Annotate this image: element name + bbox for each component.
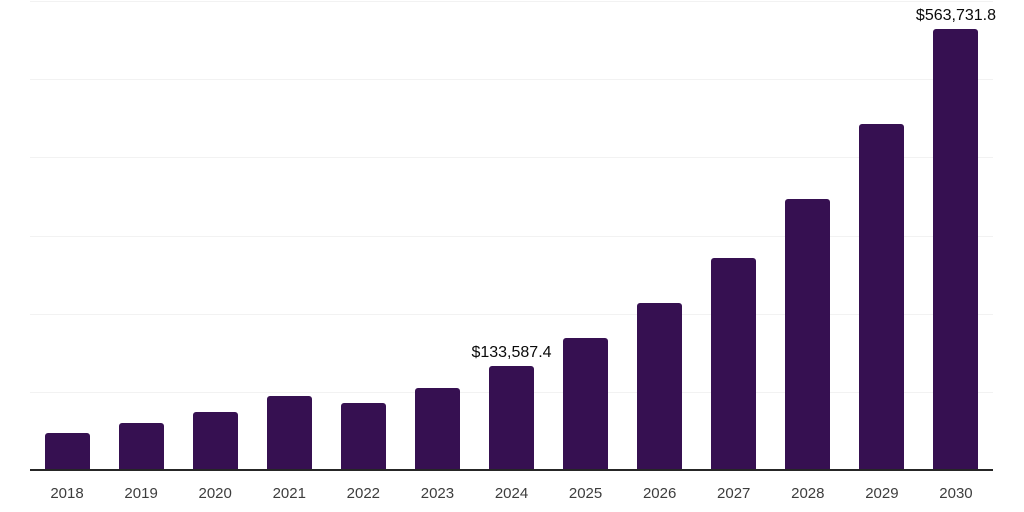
bar-2024 <box>489 365 534 470</box>
gridline-400000 <box>30 157 993 159</box>
x-tick-label-2023: 2023 <box>420 485 455 502</box>
bar-2023 <box>414 387 460 470</box>
bar-2026 <box>637 302 683 470</box>
bar-2029 <box>859 123 905 470</box>
x-tick-label-2030: 2030 <box>939 485 973 502</box>
x-tick-label-2028: 2028 <box>791 485 825 502</box>
bar-value-label-2024: $133,587.4 <box>471 343 552 361</box>
x-tick-label-2018: 2018 <box>50 485 84 502</box>
bar-2019 <box>118 423 164 470</box>
bar-2030 <box>933 29 979 470</box>
bar-value-label-2030: $563,731.8 <box>915 7 996 25</box>
bar-2022 <box>340 403 386 470</box>
x-tick-label-2027: 2027 <box>717 485 751 502</box>
x-tick-label-2022: 2022 <box>346 485 381 502</box>
x-tick-label-2026: 2026 <box>642 485 677 502</box>
x-tick-label-2020: 2020 <box>198 485 232 502</box>
x-tick-label-2025: 2025 <box>568 485 603 502</box>
x-tick-label-2019: 2019 <box>124 485 158 502</box>
x-tick-label-2024: 2024 <box>494 485 529 502</box>
gridline-200000 <box>30 313 993 315</box>
gridline-500000 <box>30 79 993 81</box>
bar-2028 <box>785 198 831 470</box>
bar-2020 <box>192 412 238 470</box>
bar-2021 <box>266 395 312 470</box>
x-tick-label-2021: 2021 <box>272 485 306 502</box>
bar-2025 <box>563 337 609 470</box>
gridline-300000 <box>30 235 993 237</box>
gridline-600000 <box>30 1 993 2</box>
x-axis-line <box>30 469 993 471</box>
bar-2027 <box>711 257 757 470</box>
bar-2018 <box>44 432 90 470</box>
x-tick-label-2029: 2029 <box>865 485 899 502</box>
